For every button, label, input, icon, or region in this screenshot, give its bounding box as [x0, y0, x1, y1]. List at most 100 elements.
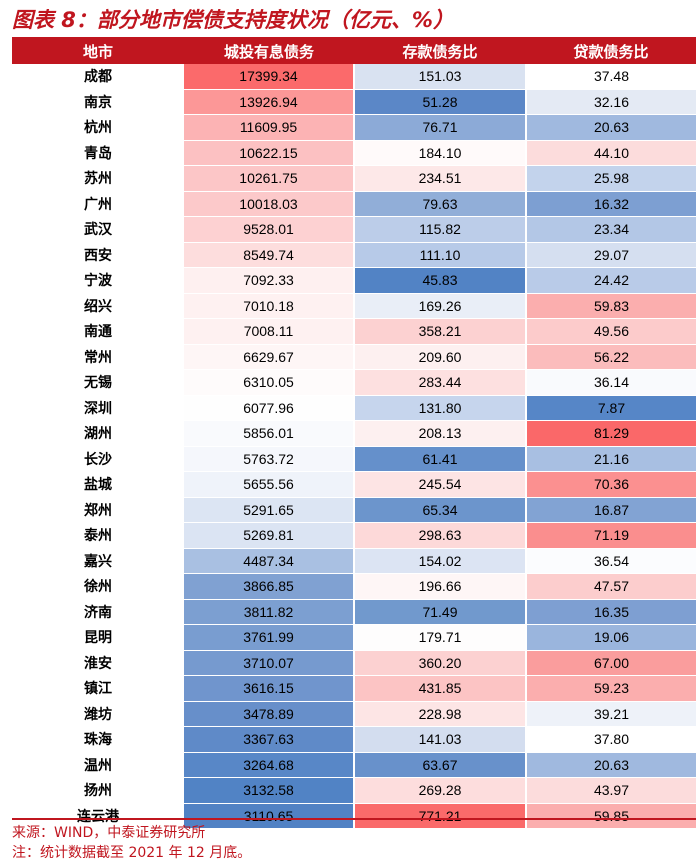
cell-loan-ratio: 25.98: [525, 165, 696, 192]
cell-deposit-ratio: 184.10: [353, 140, 526, 166]
cell-loan-ratio: 20.63: [525, 114, 696, 141]
cell-deposit-ratio: 65.34: [353, 497, 526, 523]
debt-support-table: 地市 城投有息债务 存款债务比 贷款债务比 成都 17399.34 151.03 37…: [12, 39, 696, 829]
header-deposit-ratio: 存款债务比: [354, 39, 526, 64]
header-debt: 城投有息债务: [184, 39, 354, 64]
cell-city: 镇江: [12, 675, 184, 702]
cell-city: 泰州: [12, 522, 184, 549]
cell-city: 昆明: [12, 624, 184, 651]
table-row: 昆明 3761.99 179.71 19.06: [12, 624, 696, 651]
cell-city: 宁波: [12, 267, 184, 294]
cell-debt: 11609.95: [184, 114, 354, 141]
data-note: 注：统计数据截至 2021 年 12 月底。: [12, 845, 252, 861]
cell-city: 成都: [12, 64, 184, 90]
cell-loan-ratio: 59.23: [525, 675, 696, 702]
table-row: 郑州 5291.65 65.34 16.87: [12, 497, 696, 523]
cell-debt: 9528.01: [184, 216, 354, 243]
cell-debt: 3616.15: [184, 675, 354, 702]
cell-deposit-ratio: 111.10: [353, 242, 526, 268]
cell-city: 济南: [12, 599, 184, 625]
cell-city: 长沙: [12, 446, 184, 472]
cell-loan-ratio: 24.42: [525, 267, 696, 294]
cell-debt: 3264.68: [184, 752, 354, 778]
cell-debt: 3478.89: [184, 701, 354, 727]
cell-debt: 6310.05: [184, 369, 354, 396]
header-loan-ratio: 贷款债务比: [526, 39, 696, 64]
table-row: 武汉 9528.01 115.82 23.34: [12, 216, 696, 243]
cell-city: 温州: [12, 752, 184, 778]
cell-loan-ratio: 23.34: [525, 216, 696, 243]
cell-debt: 6077.96: [184, 395, 354, 421]
table-body: 成都 17399.34 151.03 37.48 南京 13926.94 51.28 32.1…: [12, 64, 696, 829]
cell-deposit-ratio: 283.44: [353, 369, 526, 396]
table-row: 扬州 3132.58 269.28 43.97: [12, 777, 696, 804]
cell-city: 无锡: [12, 369, 184, 396]
cell-city: 杭州: [12, 114, 184, 141]
title-divider: [12, 37, 696, 39]
table-row: 长沙 5763.72 61.41 21.16: [12, 446, 696, 472]
cell-loan-ratio: 44.10: [525, 140, 696, 166]
cell-deposit-ratio: 131.80: [353, 395, 526, 421]
cell-debt: 8549.74: [184, 242, 354, 268]
table-row: 嘉兴 4487.34 154.02 36.54: [12, 548, 696, 574]
table-row: 淮安 3710.07 360.20 67.00: [12, 650, 696, 676]
cell-deposit-ratio: 169.26: [353, 293, 526, 319]
table-row: 绍兴 7010.18 169.26 59.83: [12, 293, 696, 319]
cell-city: 西安: [12, 242, 184, 268]
table-row: 镇江 3616.15 431.85 59.23: [12, 675, 696, 702]
table-row: 潍坊 3478.89 228.98 39.21: [12, 701, 696, 727]
table-row: 南京 13926.94 51.28 32.16: [12, 89, 696, 115]
cell-loan-ratio: 59.85: [525, 803, 696, 829]
cell-debt: 4487.34: [184, 548, 354, 574]
cell-city: 淮安: [12, 650, 184, 676]
table-row: 珠海 3367.63 141.03 37.80: [12, 726, 696, 753]
cell-city: 盐城: [12, 471, 184, 498]
footer-divider: [12, 818, 696, 820]
cell-loan-ratio: 16.35: [525, 599, 696, 625]
source-note: 来源：WIND，中泰证券研究所: [12, 825, 206, 841]
cell-city: 潍坊: [12, 701, 184, 727]
cell-debt: 7008.11: [184, 318, 354, 345]
cell-city: 深圳: [12, 395, 184, 421]
cell-debt: 3710.07: [184, 650, 354, 676]
cell-debt: 5763.72: [184, 446, 354, 472]
cell-debt: 3811.82: [184, 599, 354, 625]
cell-city: 武汉: [12, 216, 184, 243]
cell-city: 南京: [12, 89, 184, 115]
cell-loan-ratio: 67.00: [525, 650, 696, 676]
cell-loan-ratio: 70.36: [525, 471, 696, 498]
cell-debt: 5856.01: [184, 420, 354, 447]
table-row: 广州 10018.03 79.63 16.32: [12, 191, 696, 217]
cell-deposit-ratio: 45.83: [353, 267, 526, 294]
table-row: 深圳 6077.96 131.80 7.87: [12, 395, 696, 421]
cell-loan-ratio: 36.14: [525, 369, 696, 396]
cell-city: 广州: [12, 191, 184, 217]
cell-deposit-ratio: 209.60: [353, 344, 526, 370]
table-row: 连云港 3110.65 771.21 59.85: [12, 803, 696, 829]
cell-city: 绍兴: [12, 293, 184, 319]
cell-loan-ratio: 16.87: [525, 497, 696, 523]
cell-deposit-ratio: 115.82: [353, 216, 526, 243]
cell-deposit-ratio: 358.21: [353, 318, 526, 345]
cell-debt: 7092.33: [184, 267, 354, 294]
cell-loan-ratio: 56.22: [525, 344, 696, 370]
cell-loan-ratio: 29.07: [525, 242, 696, 268]
cell-city: 湖州: [12, 420, 184, 447]
cell-deposit-ratio: 154.02: [353, 548, 526, 574]
cell-deposit-ratio: 141.03: [353, 726, 526, 753]
cell-debt: 6629.67: [184, 344, 354, 370]
cell-loan-ratio: 47.57: [525, 573, 696, 600]
cell-debt: 5291.65: [184, 497, 354, 523]
cell-loan-ratio: 37.80: [525, 726, 696, 753]
cell-deposit-ratio: 51.28: [353, 89, 526, 115]
cell-deposit-ratio: 234.51: [353, 165, 526, 192]
table-row: 盐城 5655.56 245.54 70.36: [12, 471, 696, 498]
table-row: 泰州 5269.81 298.63 71.19: [12, 522, 696, 549]
cell-debt: 17399.34: [184, 64, 354, 90]
table-row: 成都 17399.34 151.03 37.48: [12, 64, 696, 90]
cell-city: 嘉兴: [12, 548, 184, 574]
cell-city: 青岛: [12, 140, 184, 166]
cell-city: 常州: [12, 344, 184, 370]
cell-deposit-ratio: 298.63: [353, 522, 526, 549]
cell-loan-ratio: 81.29: [525, 420, 696, 447]
